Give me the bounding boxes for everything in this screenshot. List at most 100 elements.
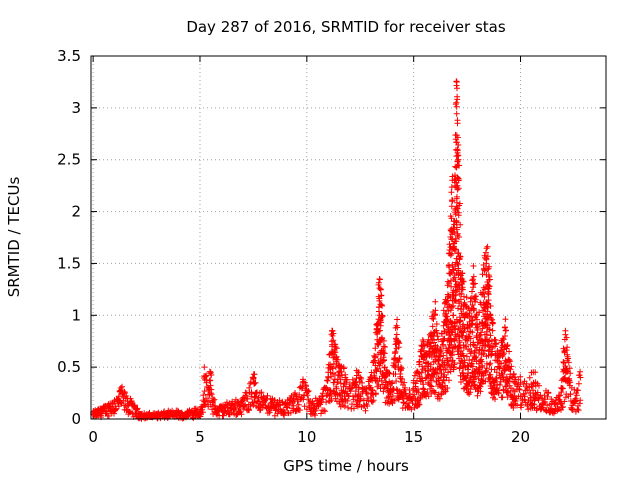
- data-point: [401, 379, 408, 386]
- data-point: [434, 333, 441, 340]
- data-point: [311, 410, 318, 417]
- data-point-key: [427, 333, 434, 339]
- data-point: [111, 410, 117, 417]
- data-point: [330, 330, 337, 337]
- data-point: [557, 399, 564, 406]
- data-point: [487, 360, 494, 367]
- x-tick-label: 20: [511, 428, 530, 446]
- data-point: [565, 359, 572, 366]
- data-point: [563, 334, 570, 341]
- data-point: [468, 383, 475, 390]
- data-point: [445, 301, 452, 308]
- data-point: [500, 336, 507, 343]
- data-point-key: [346, 384, 353, 391]
- data-point: [394, 316, 401, 323]
- data-point: [455, 281, 462, 288]
- data-point: [318, 410, 324, 417]
- data-point: [469, 317, 475, 324]
- y-tick-label: 0.5: [57, 358, 81, 376]
- data-point: [563, 347, 570, 354]
- data-point: [341, 403, 348, 410]
- y-tick-label: 1: [71, 306, 81, 324]
- data-point-key: [316, 395, 323, 402]
- data-point: [443, 313, 450, 320]
- data-point: [456, 253, 463, 260]
- data-point: [105, 413, 112, 419]
- data-point: [492, 396, 498, 403]
- data-point: [408, 406, 415, 413]
- data-point: [459, 278, 466, 284]
- data-point: [393, 331, 400, 338]
- data-point: [319, 390, 326, 397]
- data-point: [388, 396, 395, 403]
- data-point: [380, 388, 387, 395]
- data-point: [383, 372, 390, 379]
- data-point: [453, 139, 460, 146]
- data-point: [469, 329, 476, 336]
- data-point: [452, 297, 459, 304]
- data-point: [411, 391, 418, 398]
- data-point: [416, 370, 423, 377]
- data-point: [208, 372, 215, 378]
- data-point: [378, 292, 385, 299]
- data-point: [434, 343, 441, 350]
- data-point: [354, 398, 361, 405]
- x-tick-label: 15: [404, 428, 423, 446]
- data-point: [323, 399, 330, 406]
- data-point: [250, 402, 257, 409]
- data-point: [438, 347, 445, 353]
- data-point: [455, 305, 461, 312]
- data-point: [450, 302, 457, 309]
- data-point: [391, 397, 398, 404]
- data-point: [411, 372, 418, 379]
- data-point-key: [192, 405, 199, 412]
- data-point: [448, 203, 455, 210]
- data-point: [488, 351, 494, 358]
- data-point: [398, 365, 405, 372]
- data-point-key: [120, 390, 127, 397]
- data-point: [486, 283, 493, 290]
- data-point: [452, 211, 459, 218]
- data-point-key: [363, 390, 370, 397]
- data-point-key: [568, 384, 575, 391]
- data-point: [449, 304, 455, 310]
- data-point: [561, 398, 568, 405]
- data-point: [248, 390, 255, 397]
- data-point: [131, 402, 138, 409]
- data-point: [232, 404, 239, 411]
- data-point: [416, 401, 423, 408]
- data-point: [453, 110, 460, 117]
- data-point-key: [564, 353, 571, 360]
- data-point: [574, 406, 581, 413]
- data-point: [247, 403, 254, 410]
- data-point: [431, 337, 437, 344]
- data-point: [478, 329, 485, 336]
- data-point: [452, 101, 459, 108]
- data-point: [446, 241, 453, 248]
- data-point: [472, 374, 479, 381]
- data-point: [284, 404, 291, 411]
- data-point: [333, 345, 340, 352]
- data-point: [429, 323, 436, 330]
- data-point: [266, 409, 273, 416]
- data-point: [479, 362, 486, 369]
- data-point: [119, 383, 125, 390]
- data-point: [451, 360, 458, 366]
- data-point-key: [333, 353, 340, 360]
- data-point-key: [250, 374, 257, 381]
- data-point-key: [199, 403, 206, 410]
- data-point: [452, 278, 459, 285]
- data-point-key: [310, 400, 317, 407]
- data-point: [421, 392, 428, 399]
- data-point: [489, 327, 496, 334]
- data-point: [564, 344, 571, 351]
- data-point: [375, 279, 382, 286]
- data-point: [244, 395, 251, 402]
- data-point: [483, 365, 490, 372]
- data-point: [481, 347, 488, 354]
- data-point-key: [203, 379, 210, 386]
- data-point-key: [229, 400, 235, 407]
- data-point: [435, 336, 442, 343]
- data-point: [256, 398, 263, 405]
- data-point-key: [94, 407, 101, 414]
